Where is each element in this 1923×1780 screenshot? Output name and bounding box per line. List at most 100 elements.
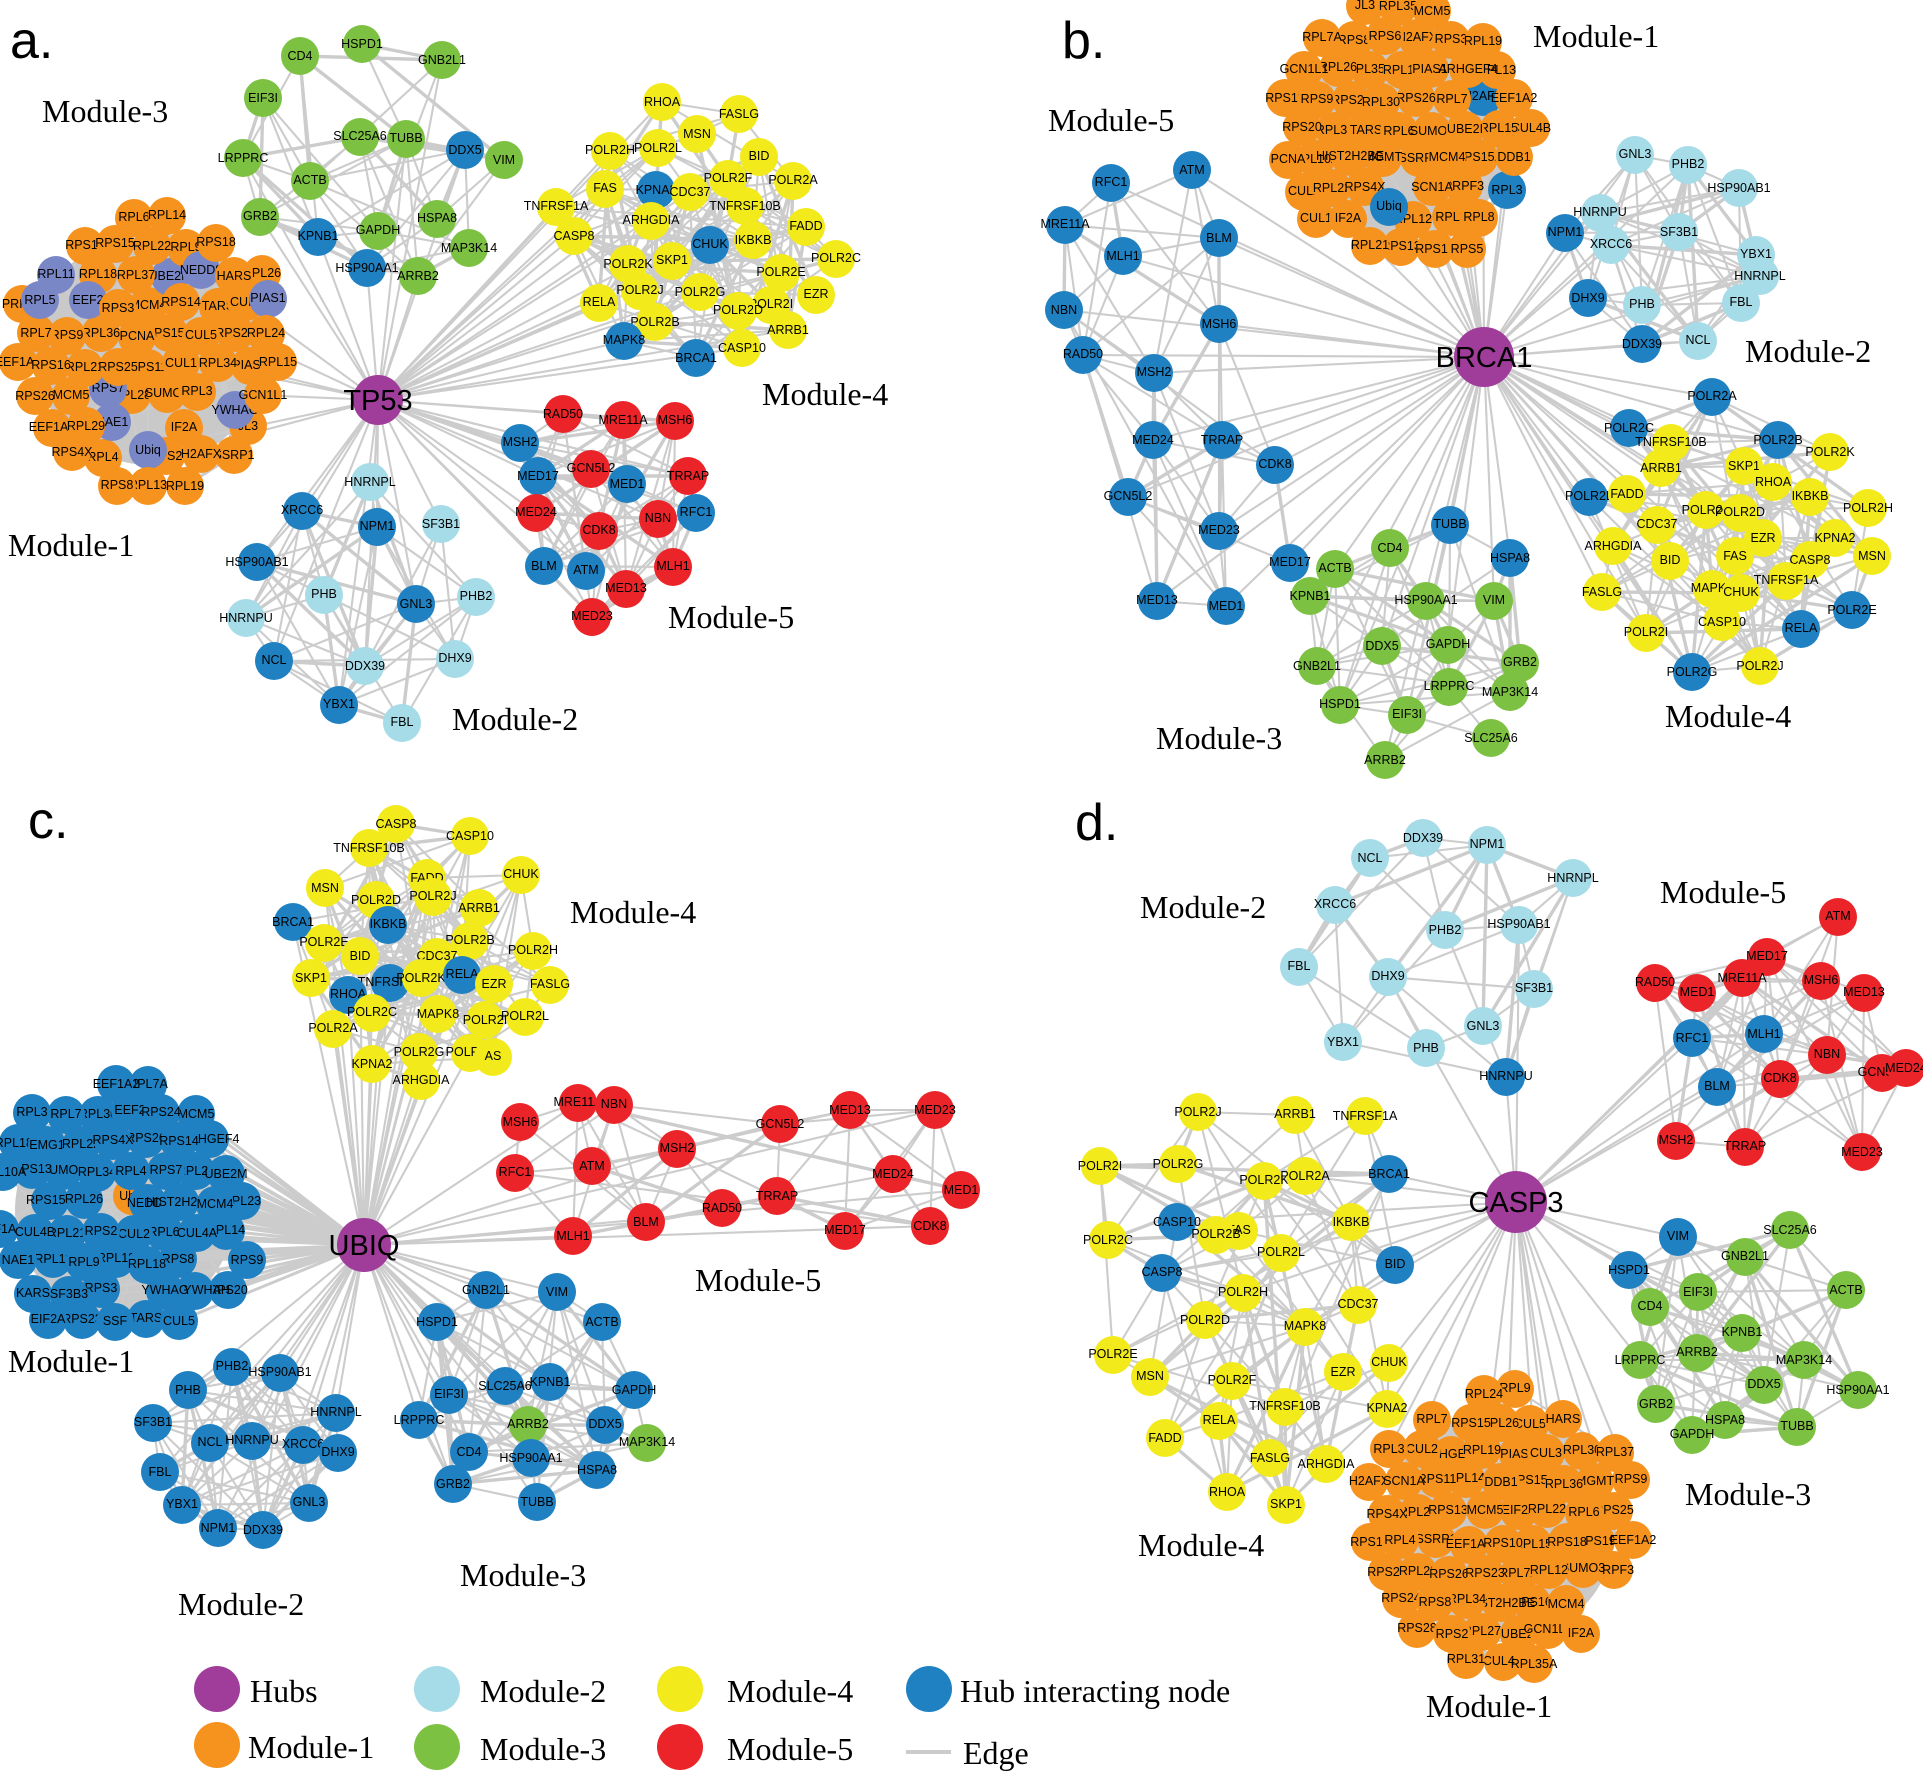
- svg-text:RPL7A: RPL7A: [1302, 30, 1342, 44]
- svg-text:NCL: NCL: [1685, 333, 1710, 347]
- svg-text:RPS9: RPS9: [1615, 1472, 1648, 1486]
- svg-text:MED24: MED24: [872, 1167, 914, 1181]
- svg-text:Module-1: Module-1: [8, 527, 134, 563]
- svg-text:ARRB1: ARRB1: [767, 323, 809, 337]
- svg-text:RPL26: RPL26: [1481, 1416, 1519, 1430]
- svg-text:d.: d.: [1075, 794, 1118, 852]
- svg-text:HSP90AB1: HSP90AB1: [1707, 181, 1770, 195]
- svg-text:RPS2: RPS2: [85, 1224, 118, 1238]
- svg-text:RHOA: RHOA: [1755, 475, 1792, 489]
- svg-text:NAE1: NAE1: [2, 1253, 35, 1267]
- svg-text:YBX1: YBX1: [166, 1497, 198, 1511]
- svg-text:HSPD1: HSPD1: [1319, 697, 1361, 711]
- svg-text:RPS14: RPS14: [159, 1134, 199, 1148]
- svg-text:BLM: BLM: [531, 559, 557, 573]
- svg-text:POLR2J: POLR2J: [409, 889, 456, 903]
- svg-text:TUBB: TUBB: [389, 131, 422, 145]
- svg-text:CASP10: CASP10: [718, 341, 766, 355]
- svg-text:Ubiq: Ubiq: [135, 443, 161, 457]
- svg-text:CD4: CD4: [287, 49, 312, 63]
- svg-text:NPM1: NPM1: [1548, 225, 1583, 239]
- svg-text:NBN: NBN: [645, 511, 671, 525]
- svg-text:CDC37: CDC37: [1338, 1297, 1379, 1311]
- svg-text:PHB: PHB: [1629, 297, 1655, 311]
- svg-text:POLR2D: POLR2D: [1180, 1313, 1230, 1327]
- svg-text:CASP8: CASP8: [1790, 553, 1831, 567]
- svg-text:NCL: NCL: [1357, 851, 1382, 865]
- svg-text:MED17: MED17: [1746, 949, 1788, 963]
- svg-text:Module-5: Module-5: [727, 1731, 853, 1767]
- svg-text:GNB2L1: GNB2L1: [1721, 1249, 1769, 1263]
- svg-text:GNL3: GNL3: [1619, 147, 1652, 161]
- svg-text:TNFRSF10B: TNFRSF10B: [1635, 435, 1707, 449]
- svg-text:XRCC6: XRCC6: [1314, 897, 1356, 911]
- svg-text:FBL: FBL: [149, 1465, 172, 1479]
- svg-text:BLM: BLM: [633, 1215, 659, 1229]
- svg-text:RPS7: RPS7: [150, 1163, 183, 1177]
- svg-text:RPL13: RPL13: [1478, 63, 1516, 77]
- svg-text:POLR2I: POLR2I: [463, 1013, 507, 1027]
- svg-text:MCM5: MCM5: [1414, 4, 1451, 18]
- svg-text:UBE2M: UBE2M: [204, 1167, 247, 1181]
- svg-text:FAS: FAS: [593, 181, 617, 195]
- svg-text:GCN1L1: GCN1L1: [1280, 62, 1329, 76]
- svg-text:RPL6: RPL6: [1383, 124, 1414, 138]
- svg-text:RPL34: RPL34: [1448, 1592, 1486, 1606]
- svg-text:MAPK8: MAPK8: [417, 1007, 459, 1021]
- svg-text:FASLG: FASLG: [530, 977, 570, 991]
- svg-text:MAP3K14: MAP3K14: [1482, 685, 1538, 699]
- svg-text:RPS16: RPS16: [1415, 242, 1455, 256]
- svg-text:RAD50: RAD50: [1063, 347, 1103, 361]
- svg-text:RPS8: RPS8: [162, 1252, 195, 1266]
- svg-text:LRPPRC: LRPPRC: [218, 151, 269, 165]
- svg-text:CHUK: CHUK: [1723, 585, 1759, 599]
- svg-text:GAPDH: GAPDH: [356, 223, 400, 237]
- svg-text:FBL: FBL: [391, 715, 414, 729]
- svg-text:MSH6: MSH6: [1202, 317, 1237, 331]
- svg-text:RPS18: RPS18: [1547, 1535, 1587, 1549]
- svg-text:RPL15: RPL15: [259, 355, 297, 369]
- svg-text:ATM: ATM: [1825, 909, 1850, 923]
- svg-text:RHOA: RHOA: [330, 987, 367, 1001]
- svg-text:PCNA: PCNA: [1271, 152, 1306, 166]
- svg-text:RPL6: RPL6: [148, 1225, 179, 1239]
- svg-text:RPL7: RPL7: [20, 326, 51, 340]
- svg-text:RPL29: RPL29: [67, 419, 105, 433]
- svg-text:EEF1A2: EEF1A2: [93, 1077, 140, 1091]
- svg-text:MCM4: MCM4: [130, 298, 167, 312]
- svg-text:BID: BID: [1385, 1257, 1406, 1271]
- svg-text:MRE11A: MRE11A: [1040, 217, 1090, 231]
- svg-text:POLR2I: POLR2I: [1078, 1159, 1122, 1173]
- svg-text:POLR2H: POLR2H: [1218, 1285, 1268, 1299]
- svg-text:POLR2F: POLR2F: [1208, 1373, 1257, 1387]
- svg-text:PCNA: PCNA: [120, 329, 155, 343]
- svg-text:XRCC6: XRCC6: [1590, 237, 1632, 251]
- svg-text:Module-2: Module-2: [178, 1586, 304, 1622]
- svg-text:ARHGDIA: ARHGDIA: [1585, 539, 1643, 553]
- svg-text:MSN: MSN: [683, 127, 711, 141]
- svg-text:HIST2H2BE: HIST2H2BE: [1316, 149, 1384, 163]
- svg-text:RPL21: RPL21: [66, 360, 104, 374]
- svg-text:TP53: TP53: [343, 385, 412, 417]
- svg-text:HARS: HARS: [1546, 1412, 1581, 1426]
- svg-text:GNB2L1: GNB2L1: [1293, 659, 1341, 673]
- svg-text:RPS21: RPS21: [1367, 1565, 1407, 1579]
- svg-text:MED1: MED1: [610, 477, 645, 491]
- svg-text:CUL5: CUL5: [1514, 1417, 1546, 1431]
- svg-text:RPS8: RPS8: [1338, 33, 1371, 47]
- svg-text:MED17: MED17: [517, 469, 559, 483]
- svg-text:RPS4X: RPS4X: [52, 445, 94, 459]
- svg-text:GAPDH: GAPDH: [1670, 1427, 1714, 1441]
- svg-text:POLR2H: POLR2H: [1843, 501, 1893, 515]
- svg-text:SF3B3: SF3B3: [50, 1287, 88, 1301]
- svg-text:GNL3: GNL3: [1467, 1019, 1500, 1033]
- svg-text:CASP10: CASP10: [446, 829, 494, 843]
- svg-text:FASLG: FASLG: [719, 107, 759, 121]
- svg-text:MED24: MED24: [515, 505, 557, 519]
- svg-text:UBIQ: UBIQ: [329, 1230, 400, 1262]
- svg-text:UBE2I: UBE2I: [1447, 122, 1483, 136]
- svg-text:RPS13: RPS13: [1428, 1503, 1468, 1517]
- svg-text:RPL22: RPL22: [133, 239, 171, 253]
- svg-text:EEF1A2: EEF1A2: [1491, 91, 1538, 105]
- svg-text:RPL15: RPL15: [1514, 1537, 1552, 1551]
